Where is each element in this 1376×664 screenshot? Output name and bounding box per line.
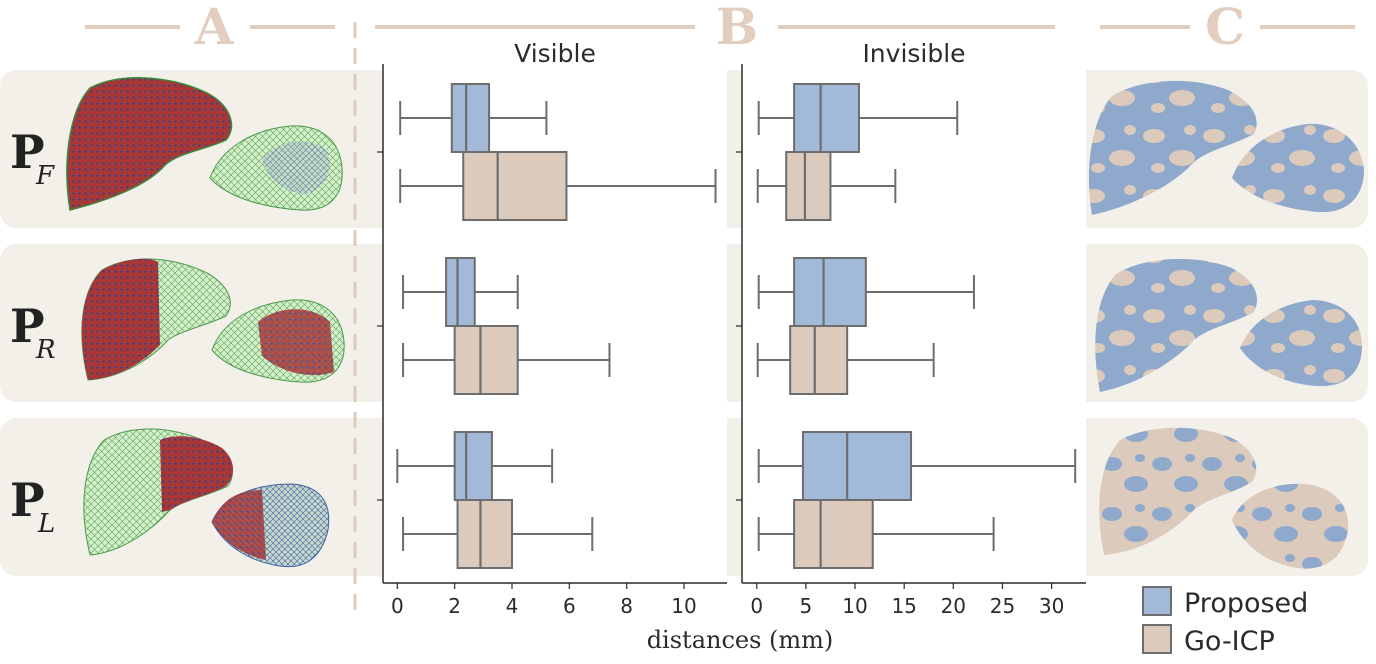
- row-label-f: P: [10, 125, 45, 179]
- row-sub-r: R: [35, 335, 56, 365]
- invisible-tick-label-0: 0: [750, 594, 763, 618]
- point-cloud-l: [83, 428, 330, 568]
- visible-tick-label-4: 8: [620, 594, 633, 618]
- section-headers: A B C: [85, 0, 1355, 56]
- section-label-b: B: [716, 0, 758, 56]
- visible-proposed-row1-box: [445, 257, 476, 327]
- visible-tick-label-2: 4: [506, 594, 519, 618]
- visible-tick-label-3: 6: [563, 594, 576, 618]
- legend-swatch-go-icp: [1142, 624, 1172, 654]
- row-sub-f: F: [35, 161, 55, 191]
- legend-label-proposed: Proposed: [1184, 588, 1308, 619]
- visible-go-icp-row1-box: [453, 325, 519, 395]
- invisible-proposed-row1-box: [793, 257, 867, 327]
- point-cloud-f: [66, 77, 343, 211]
- visible-go-icp-row0-box: [462, 151, 568, 221]
- invisible-go-icp-row1-box: [789, 325, 849, 395]
- row-labels: P F P R P L: [10, 125, 56, 539]
- surface-f: [1088, 80, 1364, 215]
- legend: Proposed Go-ICP: [1142, 586, 1308, 657]
- row-label-r: P: [10, 299, 45, 353]
- row-sub-l: L: [37, 509, 55, 539]
- visible-title: Visible: [514, 39, 596, 68]
- invisible-tick-label-3: 15: [891, 594, 916, 618]
- point-cloud-renderings: [66, 77, 345, 568]
- invisible-go-icp-row2-box: [793, 499, 874, 569]
- visible-proposed-row2-box: [453, 431, 493, 501]
- x-axis-label: distances (mm): [647, 626, 834, 654]
- surface-renderings: [1088, 80, 1364, 569]
- legend-label-go-icp: Go-ICP: [1184, 626, 1275, 657]
- chart-visible: Visible 0 2 4 6 8 10: [377, 39, 727, 618]
- section-label-c: C: [1205, 0, 1245, 56]
- visible-tick-label-0: 0: [391, 594, 404, 618]
- section-label-a: A: [194, 0, 235, 56]
- invisible-tick-label-2: 10: [842, 594, 867, 618]
- point-cloud-r: [81, 258, 345, 383]
- visible-proposed-row0-box: [450, 83, 491, 153]
- legend-swatch-proposed: [1142, 586, 1172, 616]
- invisible-proposed-row0-box: [793, 83, 860, 153]
- surface-l: [1099, 427, 1349, 569]
- visible-tick-label-1: 2: [448, 594, 461, 618]
- invisible-title: Invisible: [862, 39, 965, 68]
- surface-r: [1095, 258, 1362, 392]
- invisible-tick-label-1: 5: [800, 594, 813, 618]
- invisible-go-icp-row0-box: [785, 151, 832, 221]
- invisible-proposed-row2-box: [801, 431, 913, 501]
- chart-invisible: Invisible 0 5 10 15 20 25 30: [736, 39, 1086, 618]
- row-label-l: P: [10, 473, 45, 527]
- visible-tick-label-5: 10: [671, 594, 696, 618]
- visible-go-icp-row2-box: [456, 499, 513, 569]
- invisible-tick-label-4: 20: [941, 594, 966, 618]
- plot-area-visible: [383, 65, 727, 585]
- invisible-tick-label-6: 30: [1039, 594, 1064, 618]
- invisible-tick-label-5: 25: [990, 594, 1015, 618]
